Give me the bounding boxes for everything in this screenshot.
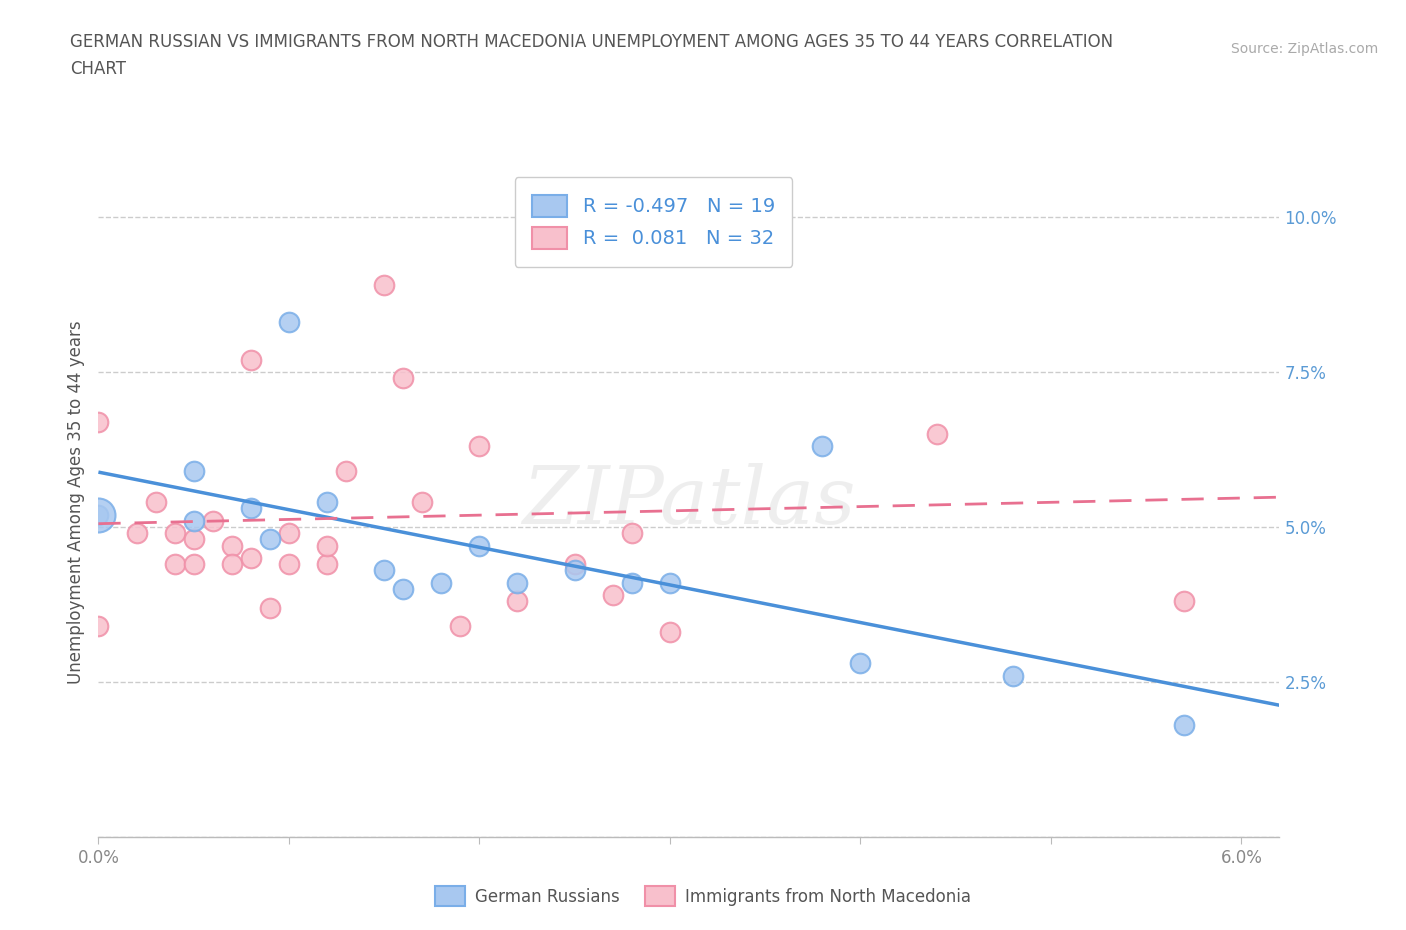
Point xyxy=(849,656,872,671)
Point xyxy=(316,557,339,572)
Point xyxy=(277,557,299,572)
Point xyxy=(183,464,205,479)
Point xyxy=(87,618,110,633)
Point xyxy=(87,507,110,522)
Point xyxy=(316,495,339,510)
Point xyxy=(620,576,643,591)
Point xyxy=(335,464,357,479)
Point xyxy=(221,538,243,553)
Text: ZIPatlas: ZIPatlas xyxy=(522,463,856,541)
Point xyxy=(658,625,681,640)
Point xyxy=(620,525,643,540)
Point xyxy=(392,581,415,596)
Point xyxy=(183,532,205,547)
Text: GERMAN RUSSIAN VS IMMIGRANTS FROM NORTH MACEDONIA UNEMPLOYMENT AMONG AGES 35 TO : GERMAN RUSSIAN VS IMMIGRANTS FROM NORTH … xyxy=(70,33,1114,50)
Point xyxy=(925,427,948,442)
Point xyxy=(259,532,281,547)
Point xyxy=(449,618,471,633)
Point xyxy=(411,495,433,510)
Point xyxy=(87,507,110,522)
Point xyxy=(697,228,720,243)
Point xyxy=(564,557,586,572)
Text: CHART: CHART xyxy=(70,60,127,78)
Point xyxy=(430,576,453,591)
Point xyxy=(316,538,339,553)
Point xyxy=(373,563,395,578)
Point xyxy=(468,538,491,553)
Point xyxy=(1173,718,1195,733)
Point xyxy=(564,563,586,578)
Text: Source: ZipAtlas.com: Source: ZipAtlas.com xyxy=(1230,42,1378,56)
Point xyxy=(1173,594,1195,609)
Point xyxy=(239,551,262,565)
Point xyxy=(183,557,205,572)
Point xyxy=(658,576,681,591)
Point xyxy=(87,414,110,429)
Y-axis label: Unemployment Among Ages 35 to 44 years: Unemployment Among Ages 35 to 44 years xyxy=(66,321,84,684)
Point xyxy=(1001,669,1024,684)
Point xyxy=(277,315,299,330)
Point xyxy=(163,525,186,540)
Point xyxy=(183,513,205,528)
Point xyxy=(373,278,395,293)
Point xyxy=(602,588,624,603)
Point xyxy=(506,594,529,609)
Point xyxy=(145,495,167,510)
Point xyxy=(239,501,262,516)
Point xyxy=(259,600,281,615)
Point xyxy=(392,371,415,386)
Point xyxy=(125,525,148,540)
Point xyxy=(201,513,224,528)
Point xyxy=(468,439,491,454)
Point xyxy=(506,576,529,591)
Legend: German Russians, Immigrants from North Macedonia: German Russians, Immigrants from North M… xyxy=(429,880,977,912)
Point xyxy=(811,439,834,454)
Point xyxy=(163,557,186,572)
Point xyxy=(239,352,262,367)
Point xyxy=(277,525,299,540)
Legend: R = -0.497   N = 19, R =  0.081   N = 32: R = -0.497 N = 19, R = 0.081 N = 32 xyxy=(515,177,793,267)
Point xyxy=(221,557,243,572)
